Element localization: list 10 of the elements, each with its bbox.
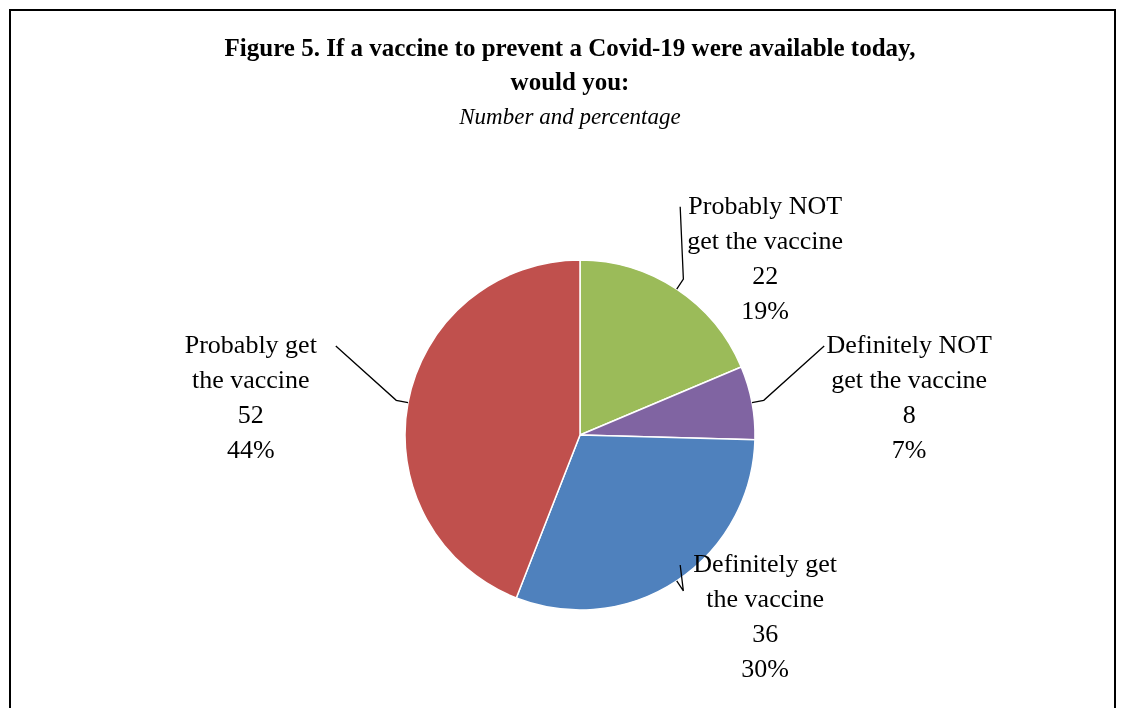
slice-label: Probably get the vaccine <box>184 330 318 395</box>
slice-label: Definitely get the vaccine <box>693 549 838 614</box>
data-label: 22 19% <box>741 260 790 326</box>
slice-label: Probably NOT get the vaccine <box>687 190 844 255</box>
data-label: 52 44% <box>226 400 275 465</box>
chart-title: Figure 5. If a vaccine to prevent a Covid-19 were available today, would you: <box>224 34 916 95</box>
data-label: 36 30% <box>741 619 790 684</box>
slice-label: Definitely NOT get the vaccine <box>826 330 992 395</box>
data-label: 8 7% <box>891 400 927 465</box>
chart-subtitle: Number and percentage <box>458 104 681 129</box>
